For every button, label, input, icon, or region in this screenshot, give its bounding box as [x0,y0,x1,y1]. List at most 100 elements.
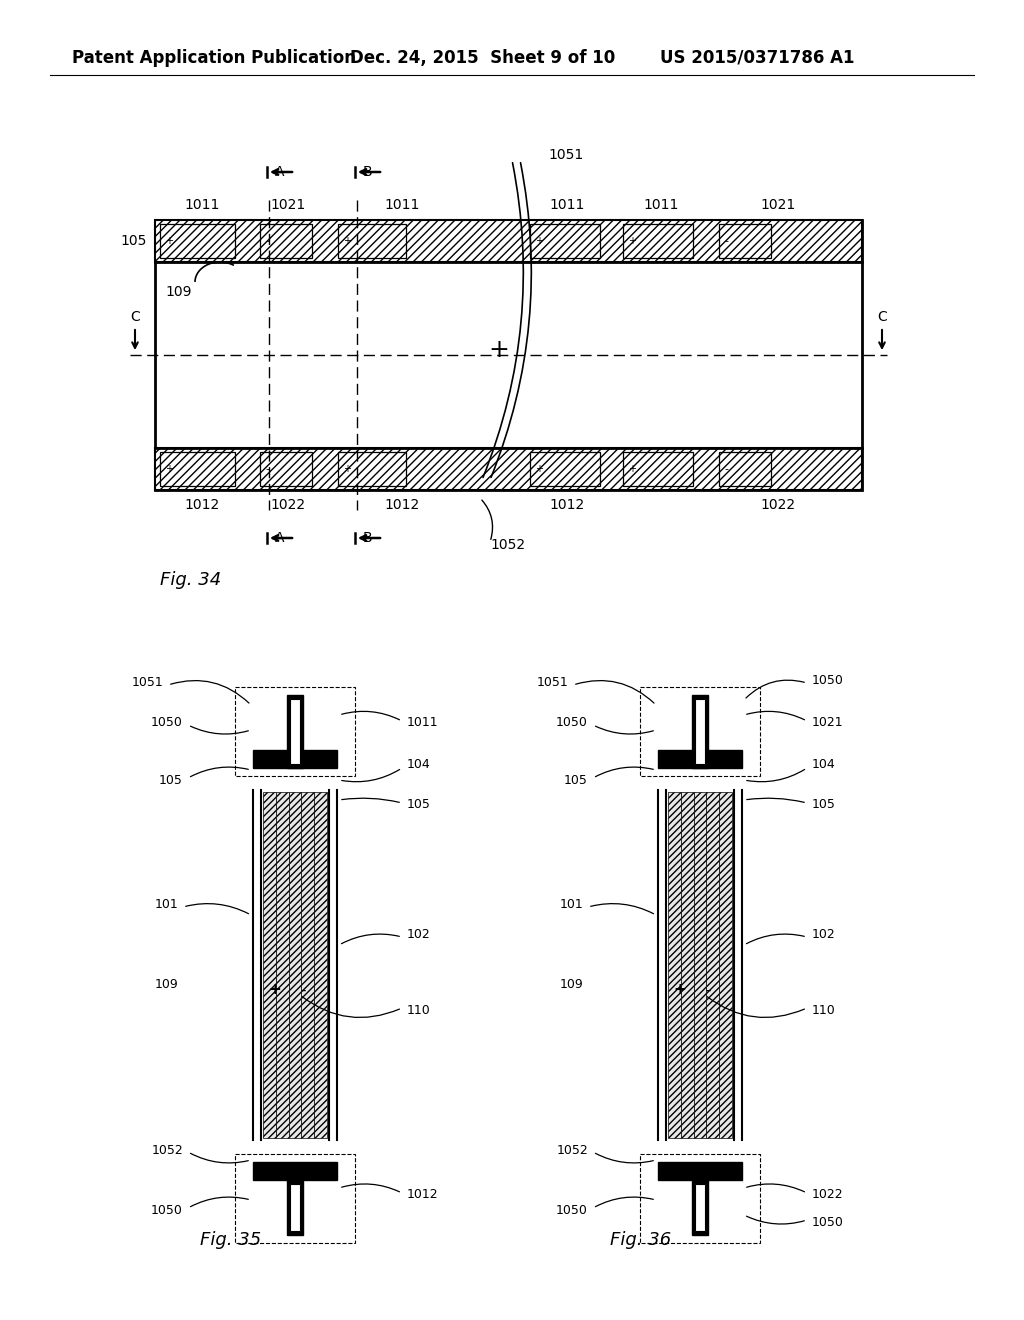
Text: +: + [268,982,282,998]
Text: 1022: 1022 [812,1188,844,1201]
Text: +: + [535,465,543,474]
Bar [623,451,693,486]
Bar [692,696,708,768]
Bar [695,1184,705,1232]
Bar [640,686,760,776]
Bar [530,224,600,257]
Text: 1050: 1050 [556,1204,588,1217]
Text: +: + [343,465,351,474]
Text: +: + [165,236,173,246]
Text: 1021: 1021 [761,198,796,213]
Text: 105: 105 [812,799,836,812]
Text: 1011: 1011 [549,198,585,213]
Text: 102: 102 [812,928,836,941]
Text: Fig. 34: Fig. 34 [160,572,221,589]
Text: 1050: 1050 [812,1216,844,1229]
Bar [530,451,600,486]
Bar [658,1162,742,1180]
Bar [263,792,275,1138]
Text: 104: 104 [407,759,431,771]
Bar [301,792,314,1138]
Bar [719,451,771,486]
Bar [693,792,707,1138]
Bar [695,700,705,764]
Text: 109: 109 [559,978,583,991]
Text: +: + [628,465,636,474]
Bar [290,1184,300,1232]
Text: +: + [488,338,509,362]
Text: 1051: 1051 [548,148,584,162]
Text: 1052: 1052 [152,1143,183,1156]
Text: 109: 109 [165,285,191,300]
Bar [253,1162,337,1180]
Text: +: + [165,465,173,474]
Text: +: + [674,982,686,998]
Text: Patent Application Publication: Patent Application Publication [72,49,356,67]
Bar [289,792,301,1138]
Text: 101: 101 [155,899,178,912]
Text: 101: 101 [559,899,583,912]
Text: 105: 105 [121,234,147,248]
Text: -: - [724,465,728,474]
Text: -: - [724,236,728,246]
Bar [623,224,693,257]
Text: -: - [265,236,269,246]
Bar [719,792,732,1138]
Bar [260,451,312,486]
Bar [695,700,705,764]
Bar [290,700,300,764]
Text: 1050: 1050 [556,717,588,730]
Bar [640,1154,760,1243]
Bar [290,1184,300,1232]
Text: +: + [535,236,543,246]
Bar [707,792,719,1138]
Text: 1052: 1052 [490,539,525,552]
Text: +: + [628,236,636,246]
Bar [287,1180,303,1236]
Text: 1051: 1051 [131,676,163,689]
Bar [160,224,234,257]
Text: 1021: 1021 [270,198,305,213]
Bar [338,224,406,257]
Text: A: A [275,165,285,180]
Text: 1011: 1011 [184,198,220,213]
Text: 1012: 1012 [407,1188,438,1201]
Text: 1011: 1011 [384,198,420,213]
Text: C: C [878,310,887,323]
Bar [290,700,300,764]
Bar [692,1180,708,1236]
Text: 1022: 1022 [270,498,305,512]
Bar [681,792,693,1138]
Text: US 2015/0371786 A1: US 2015/0371786 A1 [660,49,854,67]
Text: 104: 104 [812,759,836,771]
Bar [668,792,681,1138]
Text: 1050: 1050 [152,1204,183,1217]
Text: A: A [275,531,285,545]
Text: 1012: 1012 [549,498,585,512]
Bar [155,447,862,490]
Text: 110: 110 [407,1003,431,1016]
Text: 1012: 1012 [184,498,219,512]
Text: +: + [343,236,351,246]
Bar [253,750,337,768]
Text: 1052: 1052 [556,1143,588,1156]
Text: -: - [265,465,269,474]
Text: 1012: 1012 [384,498,420,512]
Text: B: B [362,531,373,545]
Text: 109: 109 [155,978,178,991]
Text: 1050: 1050 [152,717,183,730]
Text: -: - [706,982,711,998]
Bar [314,792,327,1138]
Text: 1022: 1022 [761,498,796,512]
Bar [160,451,234,486]
Bar [287,696,303,768]
Text: B: B [362,165,373,180]
Text: 105: 105 [564,774,588,787]
Text: Fig. 36: Fig. 36 [610,1232,672,1249]
Bar [155,220,862,261]
Text: 1011: 1011 [407,717,438,730]
Text: -: - [300,982,306,998]
Bar [234,1154,355,1243]
Text: 102: 102 [407,928,431,941]
Bar [234,686,355,776]
